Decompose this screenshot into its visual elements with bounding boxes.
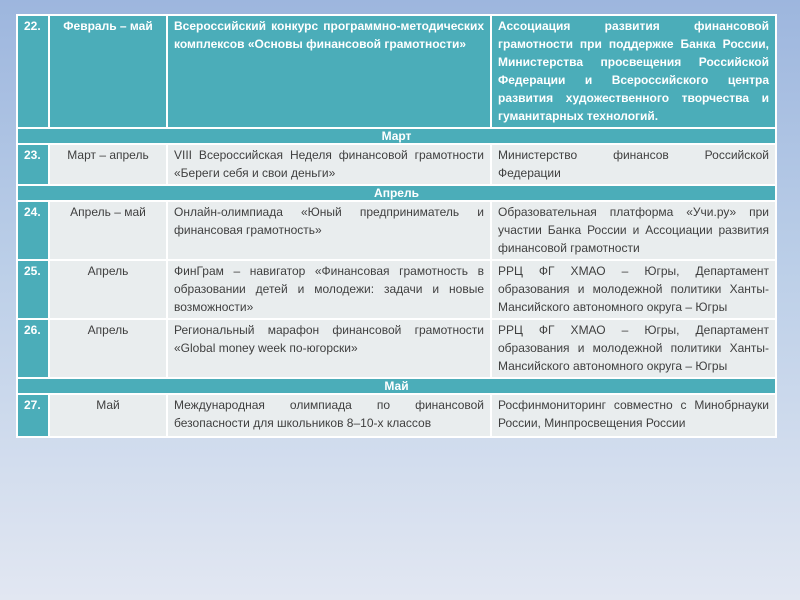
date-cell: Май	[48, 393, 168, 438]
organizer-cell: Ассоциация развития финансовой грамотнос…	[490, 14, 777, 129]
organizer-cell: Образовательная платформа «Учи.ру» при у…	[490, 200, 777, 261]
date-cell: Апрель	[48, 318, 168, 379]
month-header-cell: Март	[16, 127, 777, 145]
organizer-cell: Росфинмониторинг совместно с Минобрнауки…	[490, 393, 777, 438]
event-cell: Онлайн-олимпиада «Юный предприниматель и…	[166, 200, 492, 261]
organizer-cell: РРЦ ФГ ХМАО – Югры, Департамент образова…	[490, 259, 777, 320]
row-number-cell: 24.	[16, 200, 50, 261]
event-cell: Региональный марафон финансовой грамотно…	[166, 318, 492, 379]
date-cell: Февраль – май	[48, 14, 168, 129]
month-header-cell: Май	[16, 377, 777, 395]
event-cell: Всероссийский конкурс программно-методич…	[166, 14, 492, 129]
table-row: 26. Апрель Региональный марафон финансов…	[16, 318, 777, 379]
organizer-cell: Министерство финансов Российской Федерац…	[490, 143, 777, 186]
date-cell: Апрель – май	[48, 200, 168, 261]
row-number-cell: 27.	[16, 393, 50, 438]
events-table: 22. Февраль – май Всероссийский конкурс …	[16, 14, 777, 438]
row-number-cell: 25.	[16, 259, 50, 320]
date-cell: Март – апрель	[48, 143, 168, 186]
table-row: 27. Май Международная олимпиада по финан…	[16, 393, 777, 438]
date-cell: Апрель	[48, 259, 168, 320]
event-cell: Международная олимпиада по финансовой бе…	[166, 393, 492, 438]
table-row: 23. Март – апрель VIII Всероссийская Нед…	[16, 143, 777, 186]
event-cell: VIII Всероссийская Неделя финансовой гра…	[166, 143, 492, 186]
month-header-cell: Апрель	[16, 184, 777, 202]
row-number-cell: 22.	[16, 14, 50, 129]
table-row: 25. Апрель ФинГрам – навигатор «Финансов…	[16, 259, 777, 320]
table-row: 24. Апрель – май Онлайн-олимпиада «Юный …	[16, 200, 777, 261]
event-cell: ФинГрам – навигатор «Финансовая грамотно…	[166, 259, 492, 320]
month-header-row: Май	[16, 377, 777, 395]
month-header-row: Март	[16, 127, 777, 145]
row-number-cell: 23.	[16, 143, 50, 186]
row-number-cell: 26.	[16, 318, 50, 379]
organizer-cell: РРЦ ФГ ХМАО – Югры, Департамент образова…	[490, 318, 777, 379]
month-header-row: Апрель	[16, 184, 777, 202]
table-row: 22. Февраль – май Всероссийский конкурс …	[16, 14, 777, 129]
